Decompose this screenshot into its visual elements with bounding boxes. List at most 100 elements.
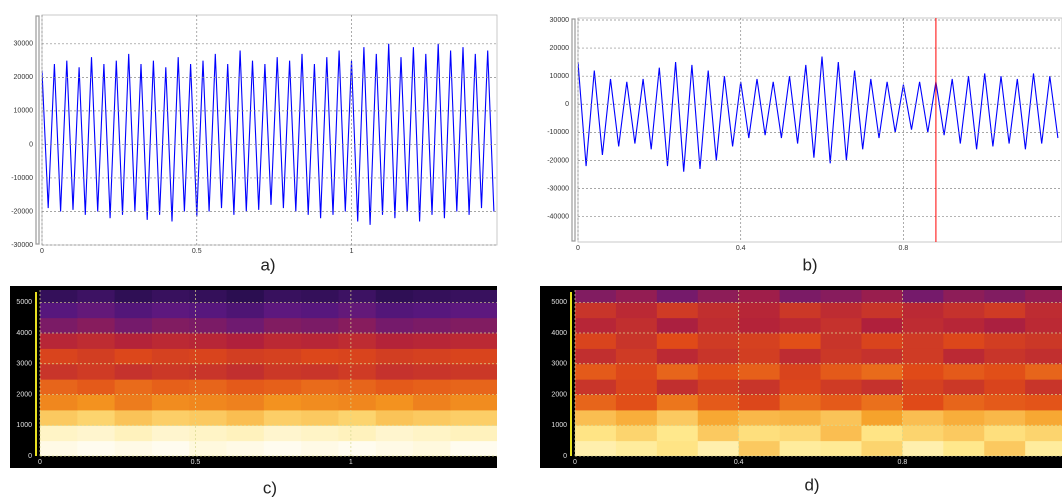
heat-cell xyxy=(820,425,862,442)
heat-cell xyxy=(984,348,1026,365)
panel: -30000 -20000 -10000 0 10000 20000 30000 0 0.5 1 a… xyxy=(11,14,498,274)
heat-cell xyxy=(820,333,862,349)
heat-cell xyxy=(226,317,265,334)
heat-cell xyxy=(943,425,985,442)
heat-cell xyxy=(697,394,740,411)
heat-cell xyxy=(413,290,451,303)
heat-cell xyxy=(263,409,302,426)
panel-caption: a) xyxy=(260,255,275,274)
heat-cell xyxy=(189,379,228,396)
axis-bar xyxy=(570,292,572,456)
x-tick-label: 0.8 xyxy=(899,245,909,252)
heat-cell xyxy=(226,425,265,442)
heat-cell xyxy=(984,379,1026,396)
heat-cell xyxy=(656,440,699,456)
heat-cell xyxy=(77,348,116,365)
heat-cell xyxy=(656,348,699,365)
heat-cell xyxy=(40,379,78,396)
heat-cell xyxy=(301,348,339,365)
heat-cell xyxy=(77,290,116,303)
heat-cell xyxy=(820,363,862,380)
heat-cell xyxy=(301,317,339,334)
heat-cell xyxy=(40,302,78,319)
heat-cell xyxy=(575,425,617,442)
x-tick-label: 0 xyxy=(573,459,577,466)
heat-cell xyxy=(861,333,903,349)
y-tick-label: -30000 xyxy=(11,242,33,249)
heat-cell xyxy=(738,290,781,303)
heat-cell xyxy=(902,302,944,319)
y-tick-label: -10000 xyxy=(547,129,569,136)
heat-cell xyxy=(820,440,862,456)
heat-cell xyxy=(338,409,377,426)
y-tick-label: 30000 xyxy=(14,41,34,48)
heat-cell xyxy=(984,440,1026,456)
panel: 0 1000 2000 3000 4000 5000 0 0.4 0.8 d) xyxy=(540,286,1062,494)
heat-cell xyxy=(450,425,497,442)
heat-cell xyxy=(943,290,985,303)
heat-cell xyxy=(656,290,699,303)
heat-cell xyxy=(189,440,228,456)
heat-cell xyxy=(263,348,302,365)
y-tick-label: -30000 xyxy=(547,185,569,192)
heat-cell xyxy=(263,379,302,396)
heat-cell xyxy=(151,317,190,334)
heat-cell xyxy=(226,409,265,426)
heat-cell xyxy=(151,394,190,411)
heat-cell xyxy=(77,302,116,319)
x-tick-label: 0.5 xyxy=(191,459,201,466)
heat-cell xyxy=(151,302,190,319)
heat-cell xyxy=(189,394,228,411)
heat-cell xyxy=(40,290,78,303)
plot-area xyxy=(575,290,1062,456)
x-tick-label: 0.4 xyxy=(736,245,746,252)
heat-cell xyxy=(697,290,740,303)
panel: 0 1000 2000 3000 4000 5000 0 0.5 1 c) xyxy=(10,286,497,497)
panel-caption: c) xyxy=(263,478,277,497)
y-tick-label: -20000 xyxy=(11,208,33,215)
y-tick-label: 0 xyxy=(29,141,33,148)
heat-cell xyxy=(861,379,903,396)
heat-cell xyxy=(151,409,190,426)
heat-cell xyxy=(615,290,658,303)
heat-cell xyxy=(301,363,339,380)
heat-cell xyxy=(301,333,339,349)
heat-cell xyxy=(615,379,658,396)
heat-cell xyxy=(189,425,228,442)
y-tick-label: 5000 xyxy=(16,299,32,306)
heat-cell xyxy=(615,363,658,380)
heat-cell xyxy=(575,394,617,411)
heat-cell xyxy=(77,409,116,426)
heat-cell xyxy=(738,333,781,349)
heat-cell xyxy=(738,302,781,319)
heat-cell xyxy=(413,409,451,426)
x-tick-label: 0.5 xyxy=(192,248,202,255)
heat-cell xyxy=(450,348,497,365)
x-tick-label: 0 xyxy=(40,248,44,255)
heat-cell xyxy=(226,363,265,380)
heat-cell xyxy=(861,409,903,426)
heat-cell xyxy=(375,440,414,456)
heat-cell xyxy=(943,317,985,334)
heat-cell xyxy=(413,363,451,380)
heat-cell xyxy=(779,348,822,365)
plot-area xyxy=(40,290,497,456)
heat-cell xyxy=(656,302,699,319)
heat-cell xyxy=(820,317,862,334)
y-tick-label: 10000 xyxy=(550,73,570,80)
heat-cell xyxy=(151,290,190,303)
heat-cell xyxy=(984,425,1026,442)
heat-cell xyxy=(779,363,822,380)
heat-cell xyxy=(301,409,339,426)
heat-cell xyxy=(375,348,414,365)
heat-cell xyxy=(779,379,822,396)
y-tick-label: 5000 xyxy=(551,299,567,306)
heat-cell xyxy=(697,409,740,426)
x-tick-label: 0.8 xyxy=(898,459,908,466)
heat-cell xyxy=(40,317,78,334)
heat-cell xyxy=(375,379,414,396)
heat-cell xyxy=(861,394,903,411)
heat-cell xyxy=(779,425,822,442)
heat-cell xyxy=(301,425,339,442)
heat-cell xyxy=(738,348,781,365)
